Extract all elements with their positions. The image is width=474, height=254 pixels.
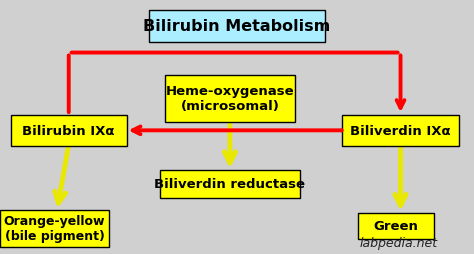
- FancyBboxPatch shape: [342, 116, 459, 146]
- Text: labpedia.net: labpedia.net: [359, 236, 437, 249]
- FancyBboxPatch shape: [10, 116, 127, 146]
- FancyBboxPatch shape: [358, 213, 434, 239]
- Text: Orange-yellow
(bile pigment): Orange-yellow (bile pigment): [4, 215, 105, 243]
- Text: Green: Green: [374, 220, 418, 232]
- Text: Bilirubin IXα: Bilirubin IXα: [22, 124, 115, 137]
- Text: Bilirubin Metabolism: Bilirubin Metabolism: [143, 19, 331, 34]
- Text: Biliverdin reductase: Biliverdin reductase: [155, 178, 305, 190]
- FancyBboxPatch shape: [160, 170, 300, 198]
- FancyBboxPatch shape: [0, 210, 109, 247]
- Text: Biliverdin IXα: Biliverdin IXα: [350, 124, 451, 137]
- Text: Heme-oxygenase
(microsomal): Heme-oxygenase (microsomal): [165, 85, 294, 113]
- FancyBboxPatch shape: [164, 76, 295, 122]
- FancyBboxPatch shape: [149, 11, 325, 42]
